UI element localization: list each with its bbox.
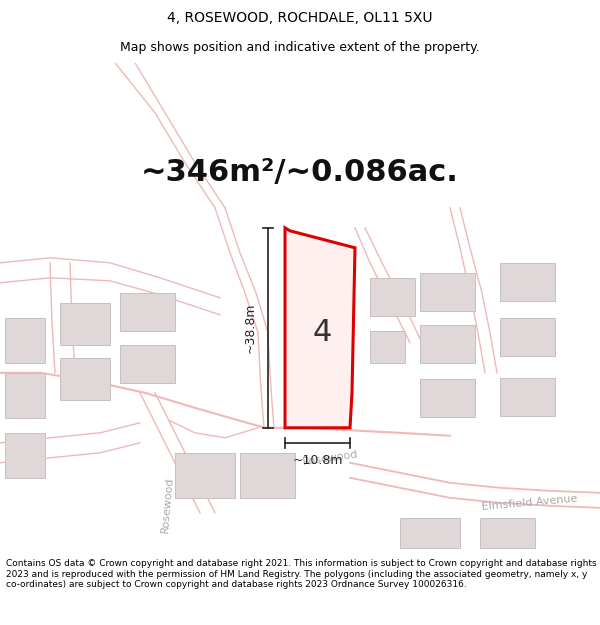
Bar xyxy=(370,278,415,316)
Text: ~346m²/~0.086ac.: ~346m²/~0.086ac. xyxy=(141,158,459,188)
Bar xyxy=(420,379,475,417)
Bar xyxy=(60,357,110,400)
Bar xyxy=(5,372,45,418)
Bar xyxy=(420,272,475,311)
Bar xyxy=(60,302,110,345)
Text: Rosewood: Rosewood xyxy=(301,449,359,467)
Bar xyxy=(120,345,175,382)
Bar xyxy=(500,378,555,416)
Text: 4, ROSEWOOD, ROCHDALE, OL11 5XU: 4, ROSEWOOD, ROCHDALE, OL11 5XU xyxy=(167,11,433,24)
Bar xyxy=(5,432,45,478)
Bar xyxy=(5,318,45,362)
Bar xyxy=(120,292,175,331)
Text: 4: 4 xyxy=(313,318,332,348)
Bar xyxy=(500,318,555,356)
Text: ~10.8m: ~10.8m xyxy=(292,454,343,468)
Text: Rosewood: Rosewood xyxy=(160,476,175,533)
Bar xyxy=(240,452,295,498)
Text: Map shows position and indicative extent of the property.: Map shows position and indicative extent… xyxy=(120,41,480,54)
Text: ~38.8m: ~38.8m xyxy=(244,302,257,353)
Bar xyxy=(370,331,405,362)
Bar xyxy=(420,325,475,362)
Bar xyxy=(500,262,555,301)
Bar xyxy=(400,518,460,548)
Bar xyxy=(480,518,535,548)
Text: Contains OS data © Crown copyright and database right 2021. This information is : Contains OS data © Crown copyright and d… xyxy=(6,559,596,589)
Text: Elmsfield Avenue: Elmsfield Avenue xyxy=(482,494,578,512)
Polygon shape xyxy=(285,228,355,428)
Bar xyxy=(175,452,235,498)
